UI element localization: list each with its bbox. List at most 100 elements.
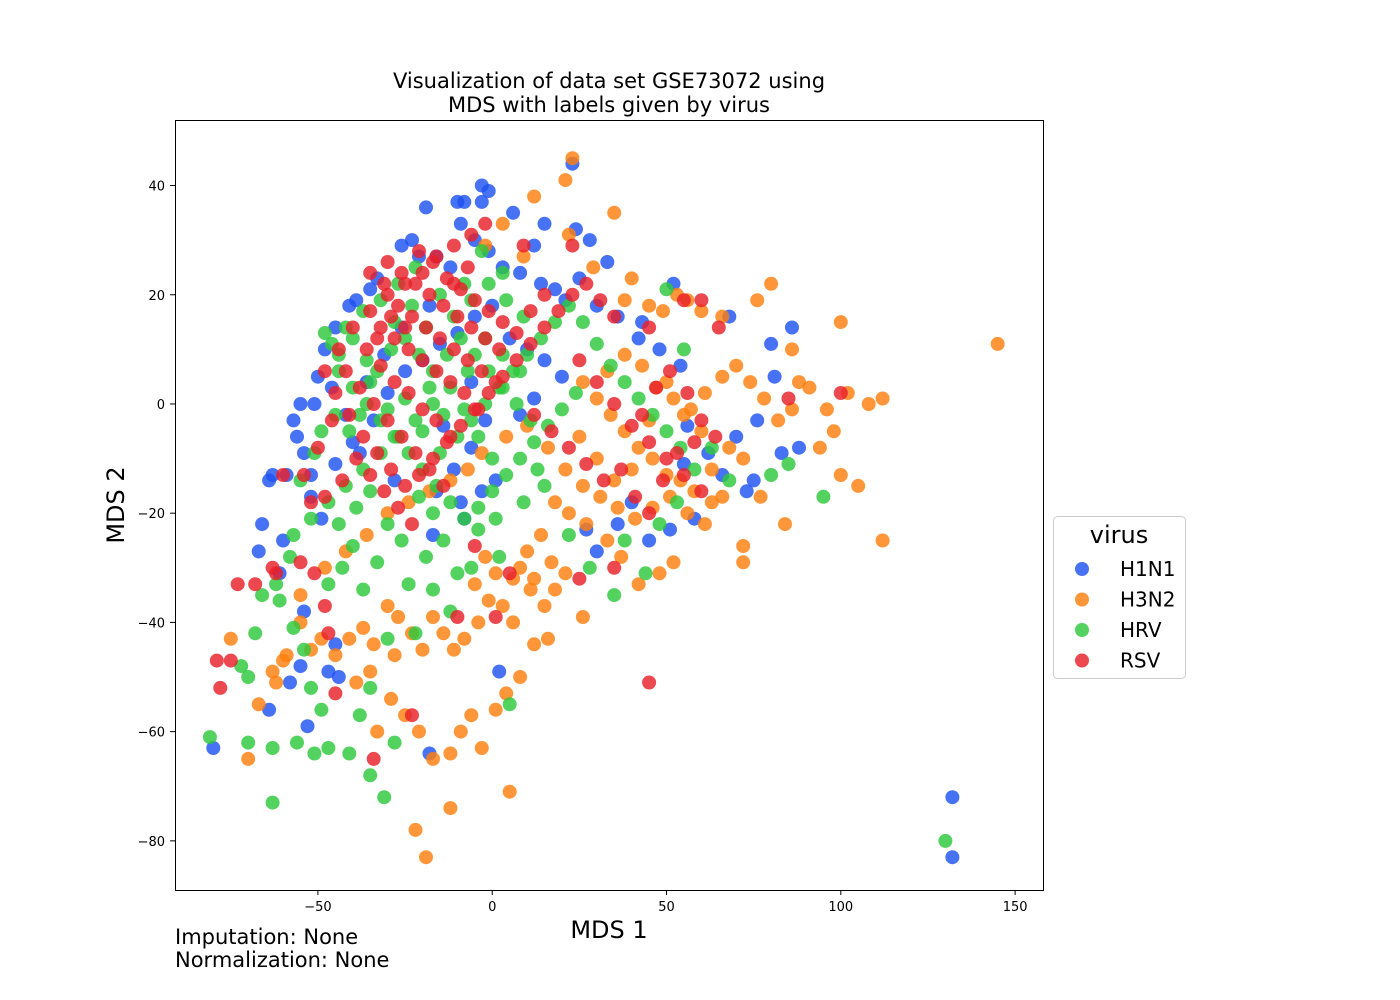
point-rsv-106: [659, 451, 674, 466]
point-rsv-144: [307, 566, 322, 581]
point-h3n2-83: [457, 631, 472, 646]
point-rsv-53: [387, 375, 402, 390]
point-rsv-115: [614, 462, 629, 477]
point-h1n1-43: [363, 282, 378, 297]
point-h1n1-86: [251, 544, 266, 559]
point-rsv-89: [370, 331, 385, 346]
legend-label-rsv: RSV: [1120, 649, 1161, 673]
point-rsv-120: [687, 435, 702, 450]
point-rsv-66: [405, 309, 419, 324]
point-rsv-20: [426, 451, 440, 466]
point-hrv-59: [248, 626, 263, 641]
legend-marker-rsv: [1075, 653, 1089, 668]
point-h3n2-153: [722, 440, 737, 455]
point-hrv-151: [380, 402, 395, 417]
point-h3n2-160: [607, 473, 622, 488]
point-hrv-88: [816, 489, 831, 504]
point-rsv-65: [391, 298, 406, 313]
point-hrv-63: [342, 746, 357, 761]
point-h1n1-77: [453, 495, 468, 510]
point-hrv-120: [509, 397, 524, 411]
point-rsv-22: [453, 418, 468, 433]
point-h3n2-65: [579, 517, 594, 532]
point-hrv-106: [317, 326, 332, 340]
point-h1n1-116: [387, 473, 402, 488]
point-h3n2-38: [645, 451, 660, 466]
point-hrv-52: [321, 741, 336, 755]
point-h3n2-149: [680, 506, 695, 521]
point-rsv-91: [324, 413, 339, 428]
point-hrv-163: [471, 429, 486, 444]
point-h3n2-127: [241, 751, 256, 766]
point-h1n1-75: [446, 462, 461, 477]
point-h3n2-143: [575, 478, 590, 493]
y-axis-label: MDS 2: [102, 466, 130, 543]
point-h3n2-70: [513, 560, 528, 575]
point-rsv-44: [387, 331, 402, 346]
point-hrv-93: [331, 517, 346, 532]
point-rsv-82: [537, 287, 552, 302]
point-hrv-87: [781, 457, 796, 471]
point-h1n1-119: [513, 407, 528, 422]
point-h3n2-73: [558, 566, 573, 581]
point-hrv-21: [457, 511, 472, 526]
point-h3n2-101: [251, 697, 266, 712]
y-tick-label: 20: [148, 289, 165, 304]
x-tick-label: 50: [658, 900, 675, 915]
point-h1n1-91: [283, 675, 297, 690]
point-h3n2-141: [541, 440, 555, 455]
point-rsv-90: [338, 364, 353, 379]
point-rsv-96: [349, 451, 364, 466]
point-rsv-68: [432, 331, 447, 346]
x-tick-label: 100: [828, 900, 853, 915]
point-h1n1-51: [293, 397, 308, 411]
point-hrv-95: [363, 484, 378, 499]
point-rsv-48: [443, 375, 458, 390]
point-h3n2-64: [600, 533, 615, 548]
point-h3n2-155: [694, 424, 709, 439]
point-h3n2-41: [603, 407, 618, 422]
point-hrv-26: [527, 435, 542, 450]
point-h3n2-54: [757, 391, 772, 406]
point-h3n2-120: [443, 801, 458, 816]
point-rsv-13: [328, 386, 343, 400]
point-h1n1-105: [729, 429, 744, 444]
point-h1n1-92: [321, 664, 336, 679]
x-tick-label: 0: [488, 900, 496, 915]
point-rsv-15: [356, 429, 371, 444]
point-rsv-63: [422, 462, 437, 477]
point-hrv-2: [474, 244, 489, 259]
point-hrv-164: [485, 451, 500, 466]
point-rsv-108: [694, 484, 709, 499]
point-hrv-76: [561, 528, 576, 542]
point-hrv-24: [499, 468, 514, 482]
legend-box: [1053, 516, 1186, 679]
point-h3n2-107: [412, 724, 426, 739]
point-rsv-7: [398, 276, 413, 291]
point-rsv-67: [419, 320, 433, 335]
point-h3n2-67: [548, 495, 562, 510]
point-h3n2-111: [464, 708, 479, 723]
point-rsv-37: [422, 287, 437, 302]
point-h1n1-121: [422, 298, 437, 313]
point-hrv-98: [370, 555, 385, 570]
point-h1n1-110: [652, 342, 667, 357]
point-hrv-23: [485, 484, 500, 499]
point-h1n1-54: [297, 446, 311, 461]
point-h1n1-6: [506, 205, 521, 220]
point-h1n1-109: [673, 358, 688, 373]
plot-area-frame: [175, 120, 1044, 891]
point-h3n2-4: [561, 227, 576, 242]
point-hrv-165: [426, 506, 440, 521]
point-h3n2-113: [488, 702, 503, 717]
point-h1n1-71: [537, 353, 552, 368]
point-h3n2-63: [614, 549, 629, 564]
point-h3n2-110: [453, 724, 468, 739]
point-rsv-11: [331, 342, 346, 357]
point-h1n1-118: [464, 375, 479, 390]
point-h3n2-156: [676, 407, 691, 422]
normalization-footnote: Normalization: None: [175, 948, 389, 972]
point-rsv-58: [352, 380, 367, 395]
point-h1n1-113: [945, 850, 960, 865]
point-hrv-80: [638, 566, 653, 581]
